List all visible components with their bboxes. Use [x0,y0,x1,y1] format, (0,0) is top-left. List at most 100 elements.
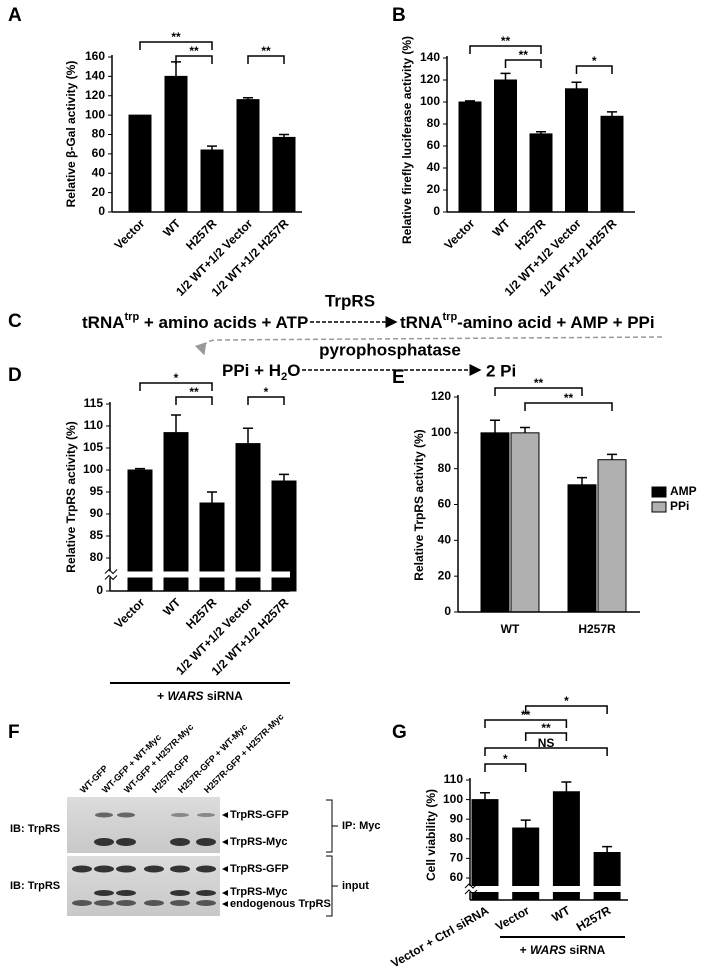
y-tick-label: 80 [427,116,441,130]
y-tick-label: 110 [84,418,104,432]
row-label: IB: TrpRS [10,823,60,835]
group-label: input [342,880,369,892]
x-tick-label: WT [160,216,184,240]
y-tick-label: 140 [85,69,105,83]
x-tick-label: WT [501,622,520,636]
bands [72,812,216,906]
y-tick-label: 20 [427,182,441,196]
y-tick-label: 40 [438,533,452,547]
y-tick-label: 0 [96,583,103,597]
reaction-right: tRNAtrp-amino acid + AMP + PPi [400,311,655,333]
bar [199,502,225,592]
y-tick-label: 110 [444,772,464,786]
significance-bracket [247,396,285,405]
y-tick-label: 60 [450,870,464,884]
y-tick-label: 105 [83,440,103,454]
x-tick-label: Vector [493,903,532,934]
bar [597,459,627,613]
bar [565,88,588,213]
y-tick-label: 115 [84,396,104,410]
significance-label: * [264,385,269,399]
x-tick-label: Vector [442,216,478,252]
band-arrows [222,812,228,907]
significance-bracket [484,763,527,772]
x-tick-label: Vector [112,595,148,631]
reaction2-right: 2 Pi [486,361,516,380]
bar [480,432,510,613]
panel-letter: F [8,722,20,743]
enzyme-label: pyrophosphatase [319,340,461,359]
y-tick-label: 120 [420,72,440,86]
significance-bracket [575,65,613,74]
western-blot: F WT-GFP WT-GFP + WT-Myc WT-GFP + H257R-… [8,712,381,917]
error-bar [480,791,490,800]
significance-label: NS [538,736,555,750]
x-tick-label: WT [549,903,573,925]
significance-label: ** [541,721,551,735]
significance-bracket [524,402,613,411]
error-bar [607,453,617,460]
reaction-scheme: C tRNAtrp + amino acids + ATP TrpRS tRNA… [8,291,663,383]
error-bar [536,130,546,134]
bar [593,852,621,901]
error-bar [207,145,217,150]
y-tick-label: 90 [450,811,464,825]
significance-bracket [139,382,213,391]
y-axis-label: Relative TrpRS activity (%) [64,421,78,572]
panel-letter: B [392,5,406,26]
error-bar [520,426,530,433]
y-tick-label: 80 [92,127,106,141]
panel-letter: D [8,365,22,386]
error-bar [520,819,531,829]
bar [128,114,152,213]
significance-label: * [503,752,508,766]
y-tick-label: 160 [85,49,105,63]
significance-bracket [484,719,568,728]
error-bar [490,419,500,433]
y-axis-label: Relative β-Gal activity (%) [64,61,78,208]
band-label: endogenous TrpRS [230,898,331,910]
significance-bracket [175,396,213,405]
legend-swatch [651,501,667,513]
treatment-part: + [157,689,167,703]
bar [552,791,580,901]
row-label: IB: TrpRS [10,880,60,892]
error-bar [571,81,582,89]
y-tick-label: 100 [431,425,451,439]
error-bar [171,61,181,77]
y-tick-label: 0 [444,604,451,618]
axis-break-mark [464,883,478,895]
treatment-part: WARS [530,943,566,957]
y-axis-label: Relative TrpRS activity (%) [412,429,426,580]
panel-letter: G [392,722,407,743]
x-tick-label: H257R [574,903,614,934]
panel-letter: E [392,367,405,388]
y-tick-label: 60 [438,497,452,511]
error-bar [561,781,572,792]
treatment-part: + [520,943,530,957]
bar [458,101,482,213]
y-tick-label: 60 [92,146,106,160]
bar [567,484,597,613]
error-bar [607,111,617,117]
y-tick-label: 40 [92,165,106,179]
y-tick-label: 80 [90,550,104,564]
significance-label: ** [261,44,271,58]
error-bar [243,96,253,100]
y-axis-label: Cell viability (%) [424,789,438,881]
group-label: IP: Myc [342,820,381,832]
axis-break [104,571,116,578]
significance-bracket [494,387,583,396]
error-bar [577,476,587,485]
bar [600,115,624,213]
panel-letter: A [8,5,22,26]
significance-bracket [247,55,285,64]
error-bar [279,473,289,481]
treatment-label: + WARS siRNA [157,689,243,703]
y-tick-label: 100 [443,792,463,806]
x-tick-label: WT [490,216,514,240]
axis-break [464,886,476,892]
y-tick-label: 20 [438,568,452,582]
significance-label: ** [171,30,181,44]
